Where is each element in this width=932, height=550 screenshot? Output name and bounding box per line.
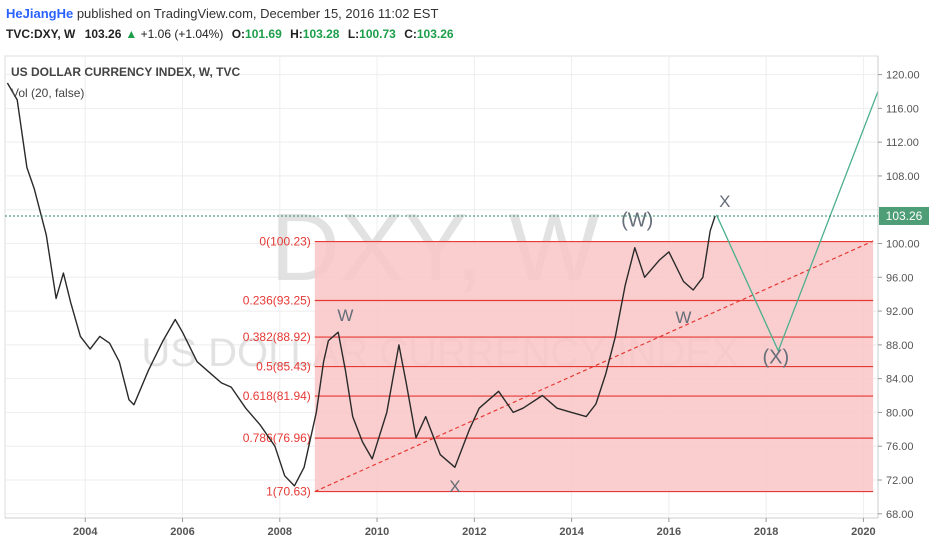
fib-level-label-0.786: 0.786(76.96) bbox=[243, 431, 311, 445]
trendline[interactable] bbox=[314, 240, 874, 493]
chart-header: HeJiangHe published on TradingView.com, … bbox=[0, 0, 932, 50]
wave-label-2: (W) bbox=[621, 210, 653, 232]
time-tick-label-4: 2012 bbox=[462, 526, 486, 538]
wave-projection[interactable] bbox=[715, 65, 889, 353]
price-tick-label-7: 92.00 bbox=[886, 306, 914, 318]
price-tick-label-2: 112.00 bbox=[886, 137, 919, 149]
close-label: C: bbox=[404, 27, 417, 41]
time-tick-label-7: 2018 bbox=[754, 526, 778, 538]
price-series bbox=[6, 82, 716, 487]
price-tick-label-11: 76.00 bbox=[886, 441, 914, 453]
high-label: H: bbox=[290, 27, 303, 41]
price-tick-label-13: 68.00 bbox=[886, 509, 914, 521]
price-change: +1.06 (+1.04%) bbox=[140, 27, 224, 41]
time-tick-label-2: 2008 bbox=[268, 526, 292, 538]
publish-info: HeJiangHe published on TradingView.com, … bbox=[6, 6, 438, 21]
time-tick-label-3: 2010 bbox=[365, 526, 389, 538]
fib-level-label-1: 1(70.63) bbox=[266, 485, 311, 499]
current-price-tag bbox=[879, 206, 929, 225]
close-value: 103.26 bbox=[416, 27, 454, 41]
volume-indicator-label: Vol (20, false) bbox=[11, 86, 84, 100]
publish-date: published on TradingView.com, December 1… bbox=[73, 6, 439, 21]
price-axis[interactable]: 120.00 116.00 112.00 108.00 100.00 96.00 92.00… bbox=[877, 56, 932, 521]
price-line bbox=[6, 82, 716, 487]
fib-level-label-0.5: 0.5(85.43) bbox=[256, 360, 311, 374]
chart-legend: US DOLLAR CURRENCY INDEX, W, TVC Vol (20… bbox=[11, 65, 240, 100]
price-tick-label-1: 116.00 bbox=[886, 103, 919, 115]
wave-label-0: W bbox=[337, 306, 353, 325]
price-tick-label-0: 120.00 bbox=[886, 70, 920, 82]
price-tick-label-6: 96.00 bbox=[886, 272, 914, 284]
price-tick-label-9: 84.00 bbox=[886, 374, 914, 386]
wave-label-3: W bbox=[675, 308, 691, 327]
fib-level-label-0.382: 0.382(88.92) bbox=[243, 330, 311, 344]
time-tick-label-0: 2004 bbox=[73, 526, 98, 538]
price-tick-label-10: 80.00 bbox=[886, 407, 914, 419]
price-axis-background bbox=[878, 56, 932, 518]
ohlc-legend: TVC:DXY, W 103.26 ▲ +1.06 (+1.04%) O:101.… bbox=[6, 27, 454, 41]
time-tick-label-1: 2006 bbox=[170, 526, 194, 538]
wave-label-5: (X) bbox=[763, 346, 790, 368]
price-tick-label-5: 100.00 bbox=[886, 239, 920, 251]
open-label: O: bbox=[231, 27, 246, 41]
projection-path[interactable] bbox=[715, 65, 889, 353]
time-axis[interactable]: 2004 2006 2008 2010 2012 2014 2016 2018 2020 bbox=[0, 517, 932, 550]
price-tick-label-3: 108.00 bbox=[886, 171, 920, 183]
time-tick-label-8: 2020 bbox=[851, 526, 875, 538]
fib-level-label-0.236: 0.236(93.25) bbox=[243, 294, 311, 308]
price-tick-label-12: 72.00 bbox=[886, 475, 914, 487]
time-tick-label-6: 2016 bbox=[657, 526, 681, 538]
current-price-line: 103.26 bbox=[5, 206, 929, 225]
wave-label-1: X bbox=[449, 477, 460, 496]
low-label: L: bbox=[347, 27, 360, 41]
open-value: 101.69 bbox=[245, 27, 282, 41]
last-price: 103.26 bbox=[84, 27, 122, 41]
fib-level-label-0: 0(100.23) bbox=[259, 235, 310, 249]
price-tick-label-8: 88.00 bbox=[886, 340, 914, 352]
fib-level-label-0.618: 0.618(81.94) bbox=[243, 389, 311, 403]
symbol-label: TVC:DXY, W bbox=[6, 27, 76, 41]
current-price-tag-label: 103.26 bbox=[886, 209, 923, 223]
wave-labels: W X (W) W X (X) bbox=[337, 192, 789, 496]
author-link[interactable]: HeJiangHe bbox=[6, 6, 74, 21]
wave-label-4: X bbox=[719, 192, 730, 211]
chart-title: US DOLLAR CURRENCY INDEX, W, TVC bbox=[11, 65, 240, 79]
time-tick-label-5: 2014 bbox=[559, 526, 584, 538]
low-value: 100.73 bbox=[359, 27, 396, 41]
high-value: 103.28 bbox=[302, 27, 340, 41]
up-arrow-icon: ▲ bbox=[125, 27, 138, 41]
dashed-trendline[interactable] bbox=[314, 240, 874, 493]
time-axis-background bbox=[0, 518, 932, 550]
